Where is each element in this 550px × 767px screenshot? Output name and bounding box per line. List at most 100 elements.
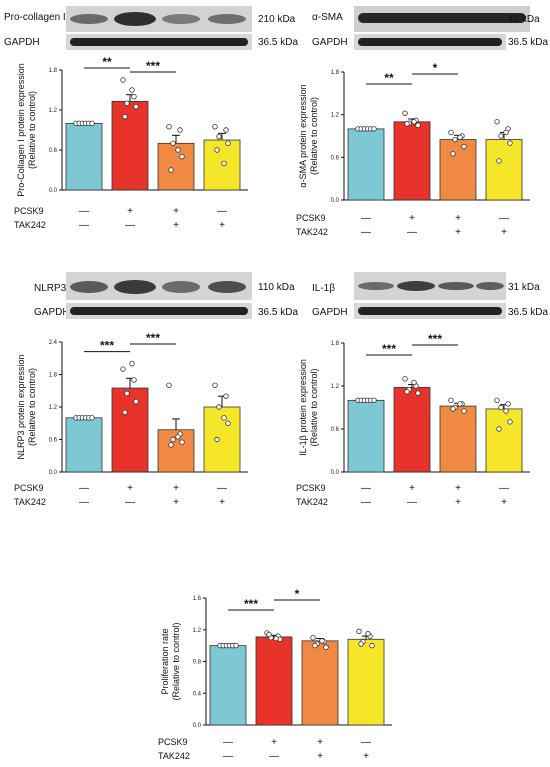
bar	[301, 640, 339, 726]
treatment-sign: +	[317, 751, 323, 762]
treatment-sign: +	[409, 483, 415, 494]
blot-loading-kda: 36.5 kDa	[258, 307, 298, 318]
bar	[111, 100, 149, 191]
treatment-row-label: TAK242	[14, 220, 46, 230]
data-point	[404, 121, 410, 127]
data-point	[212, 123, 218, 130]
data-point	[131, 377, 137, 383]
data-point	[175, 147, 181, 153]
data-point	[461, 408, 467, 414]
data-point	[323, 644, 329, 650]
treatment-sign: +	[173, 497, 179, 508]
blot-loading-kda: 36.5 kDa	[508, 37, 548, 48]
data-point	[166, 123, 172, 130]
data-point	[498, 404, 504, 411]
data-point	[371, 126, 377, 132]
data-point	[448, 129, 454, 136]
treatment-sign: +	[271, 737, 277, 748]
treatment-row-label: PCSK9	[14, 206, 44, 216]
data-point	[457, 134, 463, 141]
data-point	[411, 119, 417, 125]
blot-panel-asma: α-SMA 42 kDa GAPDH 36.5 kDa	[312, 6, 548, 50]
data-point	[415, 122, 421, 129]
y-axis-label: Pro-Collagen I protein expression	[16, 63, 26, 197]
y-axis-label: NLRP3 protein expression	[16, 354, 26, 459]
blot-band	[162, 281, 200, 293]
data-point	[216, 133, 222, 140]
bar	[255, 636, 293, 726]
treatment-sign: +	[455, 213, 461, 224]
y-axis-label: (Relative to control)	[171, 622, 181, 700]
blot-band	[114, 12, 156, 26]
data-point	[503, 408, 509, 414]
y-tick-label: 1.2	[49, 405, 58, 411]
data-point	[266, 631, 272, 638]
blot-band	[70, 38, 248, 46]
treatment-sign: —	[361, 227, 371, 238]
blot-target-kda: 31 kDa	[508, 282, 540, 293]
data-point	[233, 642, 239, 649]
data-point	[312, 642, 318, 649]
treatment-row-label: TAK242	[158, 751, 190, 761]
blot-band	[162, 14, 200, 24]
data-point	[175, 434, 181, 440]
treatment-row-label: TAK242	[296, 497, 328, 507]
data-point	[507, 140, 513, 146]
bar	[347, 128, 385, 201]
data-point	[415, 390, 421, 396]
y-axis-label: Proliferation rate	[160, 628, 170, 694]
significance-label: **	[384, 71, 394, 85]
blot-target-kda: 110 kDa	[258, 282, 295, 293]
data-point	[498, 133, 504, 139]
blot-loading-label: GAPDH	[34, 307, 70, 318]
data-point	[166, 382, 172, 389]
bar	[65, 122, 103, 191]
data-point	[494, 119, 500, 125]
treatment-sign: —	[361, 213, 371, 224]
treatment-sign: +	[455, 483, 461, 494]
y-tick-label: 0.6	[49, 438, 58, 444]
bar	[347, 399, 385, 473]
blot-panel-il1b: IL-1β 31 kDa GAPDH 36.5 kDa	[312, 272, 548, 319]
data-point	[120, 77, 126, 83]
data-point	[179, 153, 185, 160]
treatment-sign: —	[361, 737, 371, 748]
data-point	[448, 397, 454, 404]
treatment-sign: +	[363, 751, 369, 762]
blot-band	[358, 282, 394, 290]
chart-nlrp3: 0.0 0.6 1.2 1.8 2.4 NLRP3 protein expression(…	[14, 331, 248, 508]
y-axis-label: (Relative to control)	[27, 368, 37, 446]
blot-band	[476, 282, 504, 290]
data-point	[273, 635, 279, 642]
data-point	[225, 140, 231, 147]
y-tick-label: 1.8	[49, 68, 58, 74]
data-point	[89, 120, 95, 127]
data-point	[214, 436, 220, 443]
treatment-sign: +	[455, 227, 461, 238]
data-point	[452, 136, 458, 143]
data-point	[365, 631, 371, 637]
significance-label: ***	[100, 339, 114, 353]
data-point	[133, 103, 139, 110]
treatment-sign: +	[173, 206, 179, 217]
data-point	[402, 110, 408, 116]
data-point	[120, 366, 126, 372]
treatment-row-label: PCSK9	[296, 213, 326, 223]
treatment-sign: —	[217, 206, 227, 217]
data-point	[122, 409, 128, 416]
treatment-sign: —	[79, 220, 89, 231]
treatment-sign: —	[361, 497, 371, 508]
data-point	[369, 642, 375, 649]
significance-label: *	[433, 61, 438, 75]
chart-asma: 0.0 0.6 1.2 1.8 α-SMA protein expression (Rel…	[296, 61, 530, 238]
blot-panel-procollagen: Pro-collagen I 210 kDa GAPDH 36.5 kDa	[4, 6, 298, 50]
chart-il1b: 0.0 0.6 1.2 1.8 IL-1β protein expression (Rel…	[296, 332, 530, 508]
blot-loading-label: GAPDH	[4, 37, 40, 48]
data-point	[505, 401, 511, 407]
bar	[485, 408, 523, 473]
blot-target-kda: 210 kDa	[258, 14, 296, 25]
treatment-sign: —	[79, 497, 89, 508]
blot-loading-label: GAPDH	[312, 307, 348, 318]
data-point	[371, 397, 377, 404]
